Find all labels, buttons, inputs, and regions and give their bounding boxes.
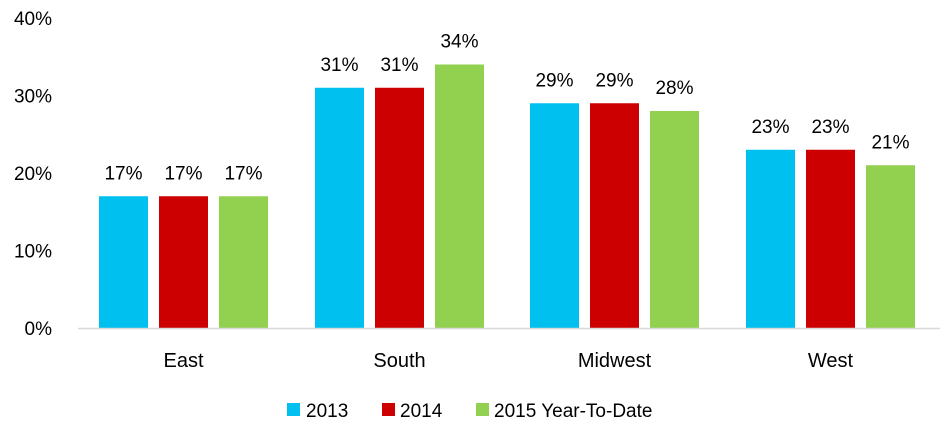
category-label: South xyxy=(373,350,425,372)
data-labels: 17% 17% 17% 31% 31% 34% 29% 29% 28% 23% 23% 21% xyxy=(104,32,909,185)
legend-label: 2013 xyxy=(306,401,348,422)
bar-west-2013 xyxy=(746,149,795,328)
legend-swatch xyxy=(287,403,300,416)
bar-south-2013 xyxy=(315,87,364,328)
data-label: 17% xyxy=(164,163,202,184)
category-label: East xyxy=(163,350,203,372)
data-label: 21% xyxy=(871,132,909,153)
bars xyxy=(99,64,915,328)
bar-east-2014 xyxy=(159,196,208,328)
data-label: 17% xyxy=(104,163,142,184)
bar-midwest-2014 xyxy=(590,103,639,328)
legend: 2013 2014 2015 Year-To-Date xyxy=(287,401,652,422)
data-label: 31% xyxy=(380,55,418,76)
category-labels: East South Midwest West xyxy=(163,350,853,372)
bar-west-2015 xyxy=(866,165,915,328)
legend-swatch xyxy=(382,403,395,416)
bar-west-2014 xyxy=(806,149,855,328)
y-tick-label: 30% xyxy=(14,87,52,108)
legend-label: 2014 xyxy=(400,401,443,422)
legend-swatch xyxy=(476,403,489,416)
category-label: Midwest xyxy=(578,350,652,372)
bar-east-2015 xyxy=(219,196,268,328)
y-axis-ticks: 0% 10% 20% 30% 40% xyxy=(14,9,52,340)
y-tick-label: 0% xyxy=(25,319,53,340)
data-label: 23% xyxy=(751,117,789,138)
data-label: 34% xyxy=(440,32,478,53)
y-tick-label: 10% xyxy=(14,242,52,263)
data-label: 31% xyxy=(320,55,358,76)
y-tick-label: 40% xyxy=(14,9,52,30)
bar-midwest-2013 xyxy=(530,103,579,328)
bar-midwest-2015 xyxy=(650,111,699,328)
legend-label: 2015 Year-To-Date xyxy=(494,401,652,422)
data-label: 29% xyxy=(535,70,573,91)
data-label: 28% xyxy=(655,78,693,99)
bar-south-2015 xyxy=(435,64,484,328)
category-label: West xyxy=(808,350,854,372)
data-label: 17% xyxy=(224,163,262,184)
data-label: 23% xyxy=(811,117,849,138)
bar-east-2013 xyxy=(99,196,148,328)
data-label: 29% xyxy=(595,70,633,91)
y-tick-label: 20% xyxy=(14,164,52,185)
bar-south-2014 xyxy=(375,87,424,328)
